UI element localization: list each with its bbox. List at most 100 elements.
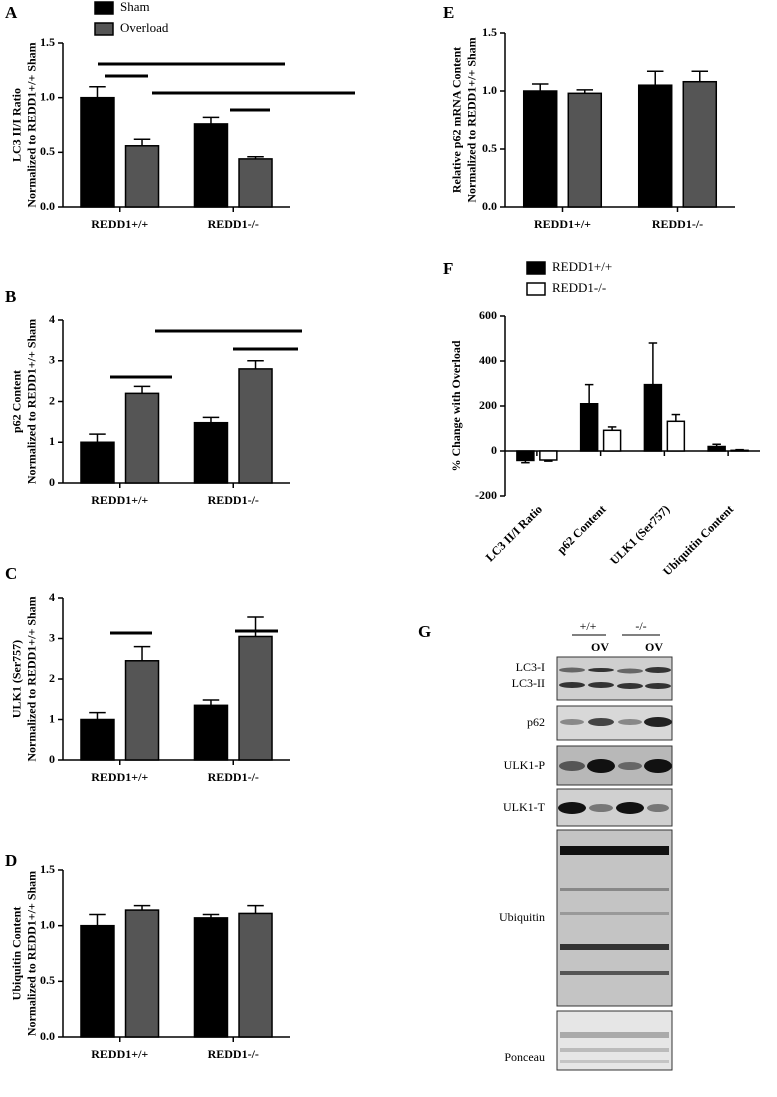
bar bbox=[238, 158, 273, 208]
group-label: +/+ bbox=[580, 619, 597, 633]
x-tick-label: REDD1-/- bbox=[208, 217, 259, 231]
row-label: LC3-II bbox=[512, 676, 545, 690]
legend-swatch bbox=[526, 261, 546, 275]
x-tick-label: REDD1-/- bbox=[208, 770, 259, 784]
y-tick-label: 1.0 bbox=[482, 83, 497, 97]
x-tick-label: REDD1-/- bbox=[208, 1047, 259, 1061]
x-tick-label: p62 Content bbox=[554, 502, 608, 556]
y-axis-label: Normalized to REDD1+/+ Sham bbox=[24, 42, 38, 207]
y-tick-label: 0 bbox=[49, 475, 55, 489]
y-axis-label: ULK1 (Ser757) bbox=[9, 640, 23, 718]
blot-strip bbox=[556, 656, 673, 701]
bar bbox=[637, 84, 673, 208]
x-tick-label: REDD1+/+ bbox=[91, 217, 148, 231]
y-tick-label: 0.5 bbox=[482, 141, 497, 155]
bar bbox=[124, 909, 160, 1038]
x-tick-label: ULK1 (Ser757) bbox=[607, 502, 672, 567]
bar bbox=[80, 96, 115, 208]
legend-swatch bbox=[526, 282, 546, 296]
panel-label: D bbox=[5, 851, 17, 870]
y-axis-label: LC3 II/I Ratio bbox=[9, 88, 23, 162]
y-axis-label: p62 Content bbox=[9, 370, 23, 433]
treatment-label: OV bbox=[645, 640, 663, 654]
legend-swatch bbox=[94, 1, 114, 15]
y-tick-label: 2 bbox=[49, 671, 55, 685]
bar bbox=[124, 392, 160, 484]
bar bbox=[80, 441, 115, 484]
row-label: LC3-I bbox=[516, 660, 545, 674]
bar bbox=[80, 924, 115, 1038]
y-tick-label: 1.0 bbox=[40, 917, 55, 931]
legend-label: Sham bbox=[120, 0, 150, 14]
y-tick-label: 4 bbox=[49, 312, 55, 326]
group-label: -/- bbox=[635, 619, 646, 633]
bar bbox=[193, 421, 229, 484]
bar bbox=[80, 718, 115, 761]
legend-swatch bbox=[94, 22, 114, 36]
bar bbox=[193, 704, 229, 761]
panel-label: B bbox=[5, 287, 16, 306]
treatment-label: OV bbox=[591, 640, 609, 654]
legend-label: REDD1+/+ bbox=[552, 259, 612, 274]
row-label: ULK1-T bbox=[503, 800, 546, 814]
y-tick-label: -200 bbox=[475, 488, 497, 502]
y-tick-label: 3 bbox=[49, 630, 55, 644]
bar bbox=[666, 420, 686, 452]
y-tick-label: 0.0 bbox=[482, 199, 497, 213]
bar bbox=[193, 917, 229, 1038]
y-axis-label: Normalized to REDD1+/+ Sham bbox=[24, 319, 38, 484]
bar bbox=[124, 660, 160, 761]
row-label: p62 bbox=[527, 715, 545, 729]
bar bbox=[682, 80, 718, 208]
row-label: Ubiquitin bbox=[499, 910, 545, 924]
row-label: ULK1-P bbox=[504, 758, 546, 772]
y-axis-label: Ubiquitin Content bbox=[9, 907, 23, 1001]
y-tick-label: 1.5 bbox=[40, 862, 55, 876]
bar bbox=[602, 429, 622, 452]
y-tick-label: 1.5 bbox=[482, 25, 497, 39]
y-tick-label: 0.0 bbox=[40, 1029, 55, 1043]
panel-label: G bbox=[418, 622, 431, 641]
bar bbox=[730, 449, 749, 452]
y-tick-label: 0.0 bbox=[40, 199, 55, 213]
y-tick-label: 4 bbox=[49, 590, 55, 604]
bar bbox=[238, 635, 273, 761]
bar bbox=[238, 912, 273, 1038]
bar bbox=[707, 445, 726, 452]
y-axis-label: Relative p62 mRNA Content bbox=[449, 47, 463, 193]
blot: G +/+ -/- OV OV LC3-I LC3-II p62 ULK1-P … bbox=[418, 619, 673, 1071]
y-tick-label: 600 bbox=[479, 308, 497, 322]
panel-label: E bbox=[443, 3, 454, 22]
bar bbox=[238, 368, 273, 484]
y-axis-label: Normalized to REDD1+/+ Sham bbox=[24, 596, 38, 761]
y-tick-label: 1 bbox=[49, 711, 55, 725]
x-tick-label: REDD1+/+ bbox=[534, 217, 591, 231]
blot-bands bbox=[558, 667, 672, 1063]
bar bbox=[579, 403, 599, 452]
x-tick-label: REDD1+/+ bbox=[91, 770, 148, 784]
y-axis-label: Normalized to REDD1+/+ Sham bbox=[464, 37, 478, 202]
y-tick-label: 0 bbox=[49, 752, 55, 766]
row-label: Ponceau bbox=[504, 1050, 545, 1064]
y-tick-label: 0 bbox=[491, 443, 497, 457]
y-tick-label: 0.5 bbox=[40, 144, 55, 158]
x-tick-label: REDD1-/- bbox=[652, 217, 703, 231]
panel-label: A bbox=[5, 3, 18, 22]
y-axis-label: % Change with Overload bbox=[449, 340, 463, 471]
bar bbox=[539, 450, 558, 461]
bar bbox=[567, 92, 603, 208]
x-tick-label: LC3 II/I Ratio bbox=[483, 502, 545, 564]
y-tick-label: 0.5 bbox=[40, 973, 55, 987]
legend-label: Overload bbox=[120, 20, 169, 35]
panel-label: F bbox=[443, 259, 453, 278]
y-tick-label: 3 bbox=[49, 353, 55, 367]
legend-label: REDD1-/- bbox=[552, 280, 606, 295]
bar bbox=[643, 383, 663, 452]
bar bbox=[516, 450, 535, 462]
y-tick-label: 2 bbox=[49, 393, 55, 407]
panel-label: C bbox=[5, 564, 17, 583]
blot-strip bbox=[556, 829, 673, 1007]
bar bbox=[522, 90, 558, 208]
x-tick-label: REDD1+/+ bbox=[91, 493, 148, 507]
x-tick-label: REDD1-/- bbox=[208, 493, 259, 507]
